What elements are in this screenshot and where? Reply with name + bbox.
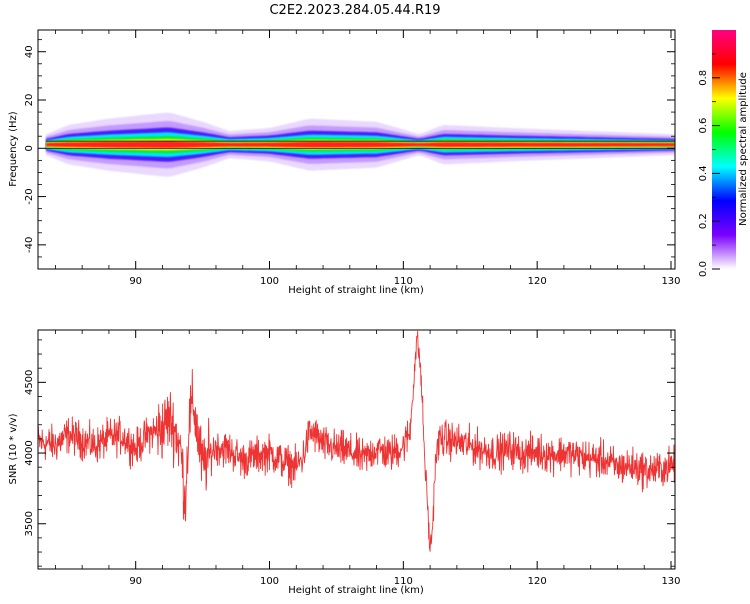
snr-ticks: 90 100 110 120 130 4500 4000 3500: [24, 330, 681, 587]
spectrogram-x-tick-label: 110: [394, 276, 413, 287]
snr-frame: [37, 329, 676, 570]
colorbar-tick-label: 0.2: [698, 213, 709, 229]
spectrogram-y-tick-label: 0: [24, 145, 35, 151]
colorbar-tick-label: 0.6: [698, 118, 709, 134]
colorbar-tick-label: 0.4: [698, 165, 709, 181]
snr-y-tick-label: 3500: [24, 511, 35, 536]
figure-title: C2E2.2023.284.05.44.R19: [269, 3, 440, 18]
spectrogram-panel: 90 100 110 120 130 40 20 0 -20 -40 Height of stra…: [8, 29, 681, 296]
snr-x-tick-label: 130: [661, 576, 680, 587]
colorbar: 0.0 0.2 0.4 0.6 0.8 Normalized spectral ampl…: [698, 30, 749, 277]
spectrogram-x-tick-label: 130: [661, 276, 680, 287]
band-layer-red: [46, 141, 675, 148]
spectrogram-y-tick-label: -20: [24, 188, 35, 204]
snr-panel: 90 100 110 120 130 4500 4000 3500 Height of str…: [8, 329, 681, 596]
snr-x-axis-label: Height of straight line (km): [288, 585, 424, 596]
spectrogram-y-tick-label: 20: [24, 94, 35, 107]
snr-x-tick-label: 90: [129, 576, 142, 587]
spectrogram-x-tick-label: 100: [260, 276, 279, 287]
snr-y-tick-label: 4000: [24, 440, 35, 465]
spectrogram-y-axis-label: Frequency (Hz): [8, 111, 19, 187]
spectrogram-y-tick-label: 40: [24, 45, 35, 58]
snr-series-line: [38, 330, 675, 552]
snr-x-tick-label: 100: [260, 576, 279, 587]
spectrogram-frame: [37, 29, 676, 270]
spectrogram-x-tick-label: 120: [528, 276, 547, 287]
snr-x-tick-label: 110: [394, 576, 413, 587]
snr-y-axis-label: SNR (10 * v/v): [8, 413, 19, 484]
spectrogram-y-tick-label: -40: [24, 237, 35, 253]
snr-x-tick-label: 120: [528, 576, 547, 587]
spectrogram-ticks: 90 100 110 120 130 40 20 0 -20 -40: [24, 30, 681, 287]
spectrogram-x-axis-label: Height of straight line (km): [288, 285, 424, 296]
colorbar-tick-label: 0.8: [698, 70, 709, 86]
colorbar-tick-label: 0.0: [698, 261, 709, 277]
colorbar-label: Normalized spectral amplitude: [738, 72, 749, 226]
spectrogram-x-tick-label: 90: [129, 276, 142, 287]
colorbar-ticks: 0.0 0.2 0.4 0.6 0.8: [698, 53, 720, 277]
snr-y-tick-label: 4500: [24, 370, 35, 395]
spectral-band: [46, 112, 675, 177]
